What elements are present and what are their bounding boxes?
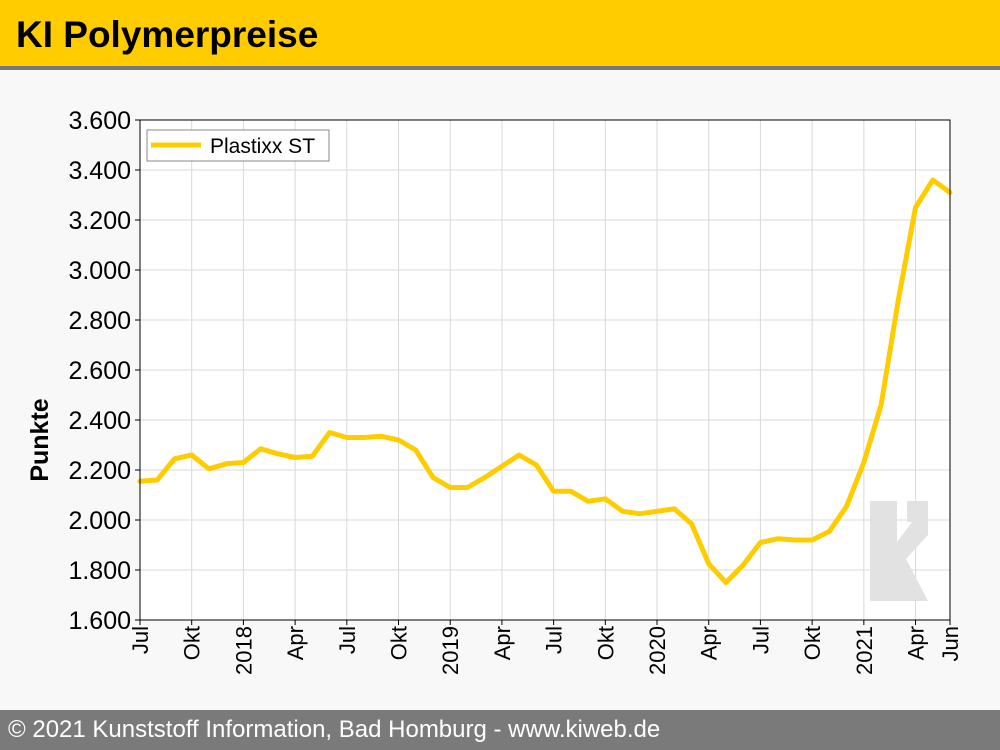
x-tick-label: Apr [904,626,929,660]
legend-label: Plastixx ST [210,135,315,158]
page-title: KI Polymerpreise [16,14,319,55]
legend-box [146,129,330,162]
x-tick-label: 2021 [852,626,877,675]
y-axis-label: Punkte [26,398,54,481]
footer-bar: © 2021 Kunststoff Information, Bad Hombu… [0,710,1000,750]
x-tick-label: Apr [697,626,722,660]
y-tick-label: 3.200 [68,207,131,235]
series-lines [137,177,953,585]
copyright-text: © 2021 Kunststoff Information, Bad Hombu… [8,716,661,743]
x-tick-label: Okt [180,626,205,660]
x-tick-label: Jul [128,626,153,654]
ki-logo-icon [870,501,928,601]
y-tick-label: 2.400 [68,407,131,435]
x-tick-label: Okt [593,626,618,660]
x-axis: Jul Okt 2018 Apr Jul Okt 2019 Apr Jul Okt 2020 Apr J… [128,620,963,675]
y-axis: 1.600 1.800 2.000 2.200 2.400 2.600 2.800 3.000… [68,107,140,635]
x-tick-label: Apr [490,626,515,660]
y-tick-label: 1.800 [68,557,131,585]
legend: Plastixx ST [146,129,330,162]
y-tick-label: 2.600 [68,357,131,385]
y-tick-label: 3.600 [68,107,131,135]
x-tick-label: 2019 [438,626,463,675]
series-line [137,177,953,585]
x-tick-label: Apr [283,626,308,660]
y-tick-label: 3.400 [68,157,131,185]
chart: 1.600 1.800 2.000 2.200 2.400 2.600 2.800 3.000… [0,70,1000,710]
x-tick-label: Jul [748,626,773,654]
x-tick-label: Jun [938,626,963,661]
y-tick-label: 2.800 [68,307,131,335]
x-tick-label: Jul [335,626,360,654]
x-tick-label: 2018 [231,626,256,675]
grid [139,119,951,621]
x-tick-label: Jul [542,626,567,654]
y-tick-label: 2.000 [68,507,131,535]
y-tick-label: 1.600 [68,607,131,635]
y-tick-label: 3.000 [68,257,131,285]
header-bar: KI Polymerpreise [0,0,1000,70]
y-tick-label: 2.200 [68,457,131,485]
chart-svg: 1.600 1.800 2.000 2.200 2.400 2.600 2.800 3.000… [26,107,963,675]
x-tick-label: Okt [387,626,412,660]
x-tick-label: 2020 [645,626,670,675]
x-tick-label: Okt [800,626,825,660]
